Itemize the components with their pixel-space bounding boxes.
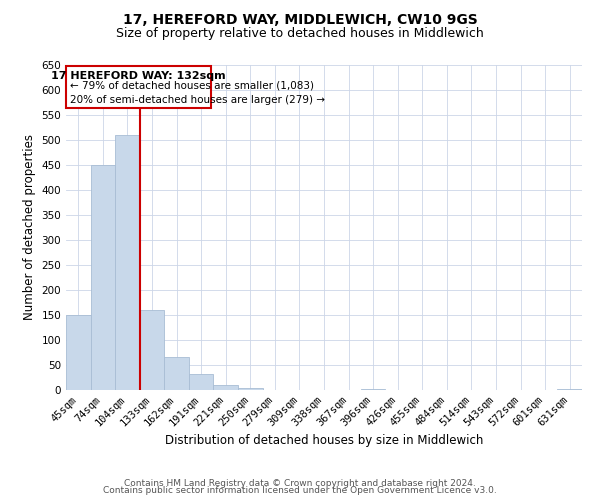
Y-axis label: Number of detached properties: Number of detached properties: [23, 134, 36, 320]
Text: Contains HM Land Registry data © Crown copyright and database right 2024.: Contains HM Land Registry data © Crown c…: [124, 478, 476, 488]
Bar: [189, 374, 214, 390]
Text: ← 79% of detached houses are smaller (1,083): ← 79% of detached houses are smaller (1,…: [70, 81, 314, 91]
Bar: [557, 388, 582, 390]
Text: 17 HEREFORD WAY: 132sqm: 17 HEREFORD WAY: 132sqm: [52, 71, 226, 81]
Bar: [214, 384, 238, 390]
Text: Size of property relative to detached houses in Middlewich: Size of property relative to detached ho…: [116, 28, 484, 40]
Bar: [91, 165, 115, 390]
Bar: [238, 388, 263, 390]
Bar: [140, 310, 164, 390]
Text: Contains public sector information licensed under the Open Government Licence v3: Contains public sector information licen…: [103, 486, 497, 495]
Bar: [361, 389, 385, 390]
Text: 17, HEREFORD WAY, MIDDLEWICH, CW10 9GS: 17, HEREFORD WAY, MIDDLEWICH, CW10 9GS: [122, 12, 478, 26]
Bar: [115, 135, 140, 390]
Bar: [164, 357, 189, 390]
X-axis label: Distribution of detached houses by size in Middlewich: Distribution of detached houses by size …: [165, 434, 483, 447]
Bar: [66, 315, 91, 390]
Text: 20% of semi-detached houses are larger (279) →: 20% of semi-detached houses are larger (…: [70, 95, 325, 105]
FancyBboxPatch shape: [67, 66, 211, 108]
